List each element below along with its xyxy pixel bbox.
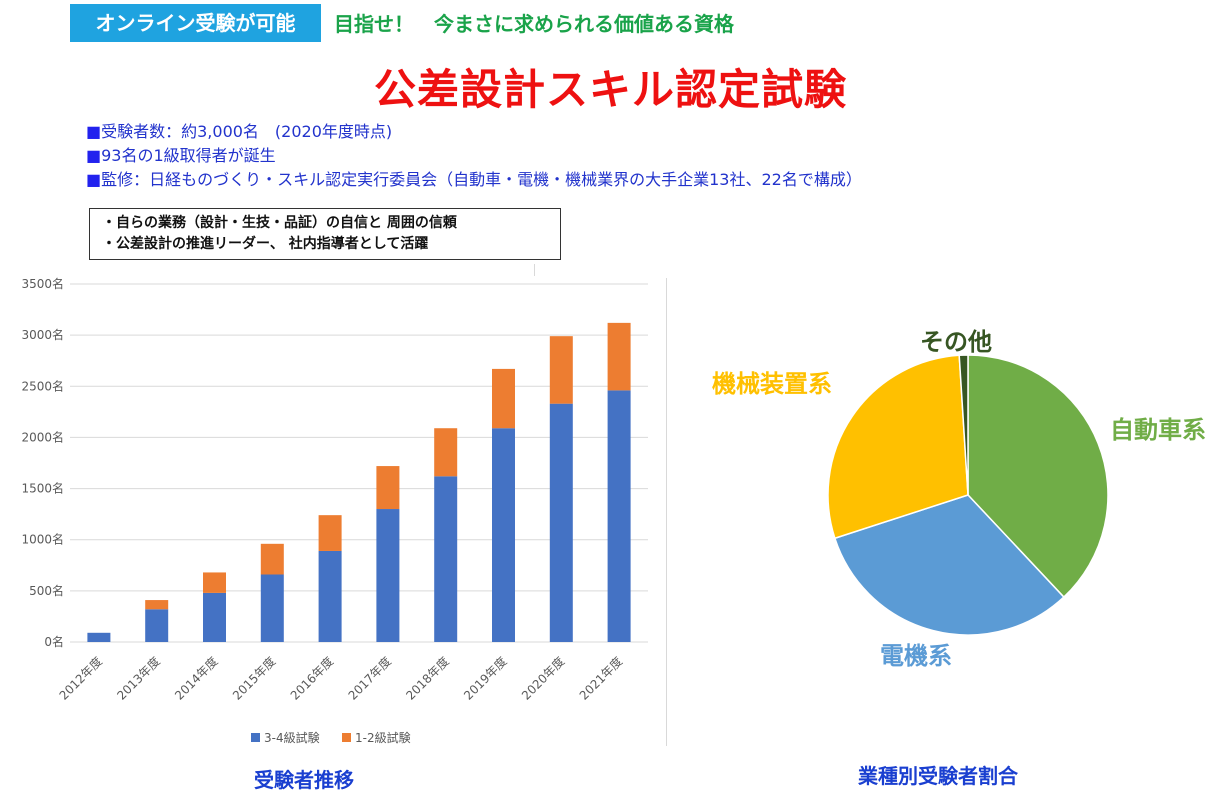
x-tick-label: 2014年度 xyxy=(171,654,220,703)
bar-series2 xyxy=(549,336,573,404)
bar-series2 xyxy=(434,428,458,477)
bar-series2 xyxy=(318,515,342,551)
bar-series2 xyxy=(492,368,515,429)
x-tick-label: 2020年度 xyxy=(518,654,567,703)
bar-series2 xyxy=(203,572,226,593)
legend-swatch xyxy=(251,733,260,742)
legend-label: 1-2級試験 xyxy=(355,730,411,745)
x-tick-label: 2018年度 xyxy=(403,654,452,703)
y-tick-label: 2000名 xyxy=(21,429,64,444)
bar-series1 xyxy=(145,609,169,642)
bar-series2 xyxy=(376,466,400,510)
info-text: 受験者数：約3,000名 (2020年度時点) xyxy=(101,122,393,141)
square-icon: ■ xyxy=(86,146,102,165)
square-icon: ■ xyxy=(86,170,102,189)
bar-series1 xyxy=(318,550,342,642)
tagline: 目指せ！ 今まさに求められる価値ある資格 xyxy=(334,12,734,36)
bar-series1 xyxy=(607,390,631,642)
x-tick-label: 2016年度 xyxy=(287,654,336,703)
x-tick-label: 2012年度 xyxy=(56,654,105,703)
pie-label-mech: 機械装置系 xyxy=(712,370,832,398)
pie-label-other: その他 xyxy=(920,328,992,356)
bar-series1 xyxy=(87,632,111,642)
info-line-level1: ■93名の1級取得者が誕生 xyxy=(86,144,862,168)
bar-series1 xyxy=(549,403,573,642)
y-tick-label: 3000名 xyxy=(21,327,64,342)
y-tick-label: 0名 xyxy=(44,634,64,649)
y-tick-label: 3500名 xyxy=(21,276,64,291)
benefit-line: ・公差設計の推進リーダー、 社内指導者として活躍 xyxy=(102,236,429,252)
x-tick-label: 2017年度 xyxy=(345,654,394,703)
benefit-line: ・自らの業務（設計・生技・品証）の自信と 周囲の信頼 xyxy=(102,215,457,231)
info-line-supervision: ■監修：日経ものづくり・スキル認定実行委員会（自動車・電機・機械業界の大手企業1… xyxy=(86,168,862,192)
bar-series1 xyxy=(492,428,515,642)
info-text: 93名の1級取得者が誕生 xyxy=(101,146,276,165)
square-icon: ■ xyxy=(86,122,102,141)
pie-label-elec: 電機系 xyxy=(880,642,952,670)
legend-swatch xyxy=(342,733,351,742)
pie-slice xyxy=(827,354,969,540)
chart-divider xyxy=(666,278,667,746)
pie-slice xyxy=(833,494,1065,636)
info-block: ■受験者数：約3,000名 (2020年度時点) ■93名の1級取得者が誕生 ■… xyxy=(86,120,862,192)
x-tick-label: 2021年度 xyxy=(576,654,625,703)
x-tick-label: 2015年度 xyxy=(229,654,278,703)
benefits-box: ・自らの業務（設計・生技・品証）の自信と 周囲の信頼 ・公差設計の推進リーダー、… xyxy=(89,208,561,260)
y-tick-label: 1000名 xyxy=(21,532,64,547)
bar-series2 xyxy=(607,322,631,391)
info-line-examinees: ■受験者数：約3,000名 (2020年度時点) xyxy=(86,120,862,144)
y-tick-label: 500名 xyxy=(29,583,64,598)
x-tick-label: 2019年度 xyxy=(460,654,509,703)
bar-chart-caption: 受験者推移 xyxy=(254,768,354,792)
pie-label-auto: 自動車系 xyxy=(1110,416,1206,444)
bar-series1 xyxy=(434,476,458,642)
info-text: 監修：日経ものづくり・スキル認定実行委員会（自動車・電機・機械業界の大手企業13… xyxy=(101,170,862,189)
y-tick-label: 2500名 xyxy=(21,378,64,393)
page-title: 公差設計スキル認定試験 xyxy=(373,65,847,114)
bar-series2 xyxy=(145,600,169,610)
x-tick-label: 2013年度 xyxy=(114,654,163,703)
decorative-tick xyxy=(534,264,535,276)
pie-chart-caption: 業種別受験者割合 xyxy=(858,764,1018,788)
legend-label: 3-4級試験 xyxy=(264,730,320,745)
y-tick-label: 1500名 xyxy=(21,481,64,496)
bar-series1 xyxy=(203,592,226,642)
bar-series1 xyxy=(376,509,400,642)
pie-slice xyxy=(967,354,1109,599)
pie-slice xyxy=(958,354,969,496)
online-badge: オンライン受験が可能 xyxy=(70,4,321,42)
bar-series2 xyxy=(260,543,284,575)
bar-series1 xyxy=(260,574,284,642)
